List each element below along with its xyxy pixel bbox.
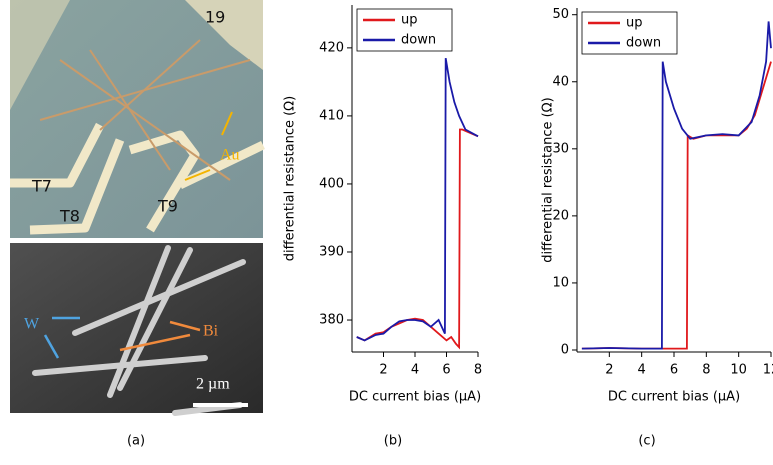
- data-line: [581, 21, 772, 350]
- legend-label: down: [626, 36, 661, 51]
- legend-label: down: [401, 33, 436, 48]
- caption: (c): [638, 434, 655, 449]
- y-tick-label: 0: [561, 342, 569, 357]
- image-label: Bi: [203, 323, 219, 340]
- x-tick-label: 6: [670, 363, 678, 378]
- y-tick-label: 30: [552, 141, 569, 156]
- x-tick-label: 8: [474, 363, 482, 378]
- x-axis-label: DC current bias (μA): [608, 390, 740, 405]
- y-axis-label: differential resistance (Ω): [283, 96, 298, 261]
- y-tick-label: 410: [319, 108, 344, 123]
- x-tick-label: 12: [763, 363, 773, 378]
- legend-box: [356, 8, 453, 52]
- x-tick-label: 4: [638, 363, 646, 378]
- y-tick-label: 420: [319, 40, 344, 55]
- y-tick-label: 390: [319, 244, 344, 259]
- y-axis-label: differential resistance (Ω): [541, 97, 556, 262]
- x-tick-label: 2: [379, 363, 387, 378]
- caption: (a): [127, 434, 145, 449]
- data-line: [581, 61, 772, 350]
- y-tick-label: 400: [319, 176, 344, 191]
- x-tick-label: 6: [442, 363, 450, 378]
- legend-label: up: [401, 13, 418, 28]
- legend-box: [581, 11, 678, 55]
- data-line: [356, 57, 479, 342]
- image-label: Au: [220, 147, 240, 164]
- image-label: T8: [59, 207, 80, 226]
- optical-image: 19 Au T7 T8 T9: [10, 0, 265, 238]
- data-line: [356, 128, 479, 350]
- image-label: T7: [31, 177, 52, 196]
- image-label: W: [24, 316, 40, 333]
- scale-bar-label: 2 µm: [196, 376, 230, 393]
- y-tick-label: 40: [552, 74, 569, 89]
- y-tick-label: 20: [552, 208, 569, 223]
- image-label: T9: [157, 197, 178, 216]
- y-tick-label: 10: [552, 275, 569, 290]
- y-tick-label: 50: [552, 7, 569, 22]
- x-tick-label: 10: [730, 363, 747, 378]
- caption: (b): [384, 434, 402, 449]
- y-tick-label: 380: [319, 313, 344, 328]
- legend-label: up: [626, 16, 643, 31]
- x-tick-label: 8: [702, 363, 710, 378]
- sem-image: W Bi 2 µm: [10, 243, 263, 416]
- x-tick-label: 4: [411, 363, 419, 378]
- image-label: 19: [205, 8, 225, 27]
- x-axis-label: DC current bias (μA): [349, 390, 481, 405]
- x-tick-label: 2: [605, 363, 613, 378]
